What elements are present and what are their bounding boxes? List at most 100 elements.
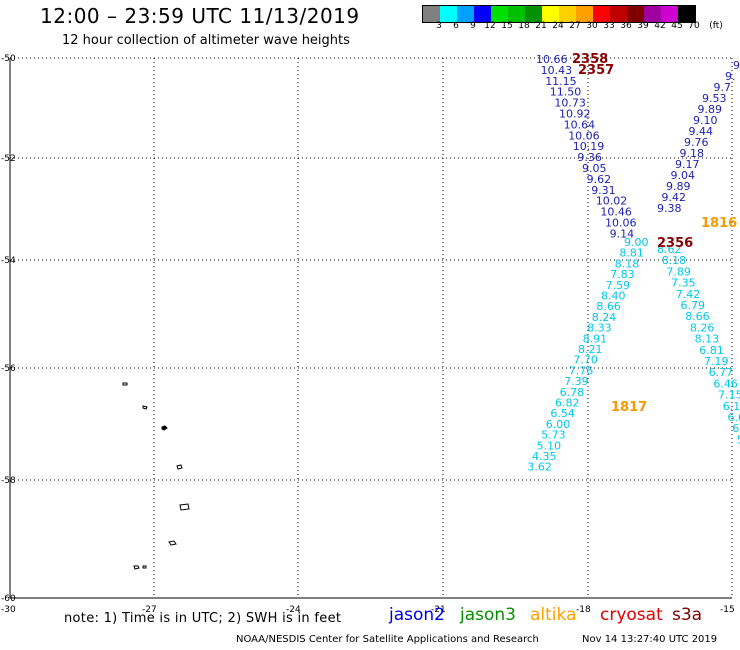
wave-height-label: 9.17 [675, 158, 700, 171]
wave-height-label: 9.36 [577, 151, 602, 164]
legend-swatch [491, 6, 508, 22]
wave-height-label: 9.76 [684, 136, 709, 149]
wave-height-label: 6.79 [681, 299, 706, 312]
legend-swatch [423, 6, 440, 22]
wave-height-label: 5.10 [537, 439, 562, 452]
longitude-tick-label: -27 [142, 605, 157, 615]
wave-height-label: 10.64 [564, 118, 596, 131]
longitude-tick-label: -21 [431, 605, 446, 615]
wave-height-label: 9.42 [662, 191, 687, 204]
legend-label: 45 [671, 21, 683, 31]
wave-height-label: 6.60 [728, 411, 740, 424]
wave-height-label: 9 [733, 59, 740, 72]
legend-swatch [508, 6, 525, 22]
island [142, 405, 148, 410]
legend-label: 27 [569, 21, 581, 31]
satellite-legend-jason2: jason2 [389, 605, 445, 625]
credit-text: NOAA/NESDIS Center for Satellite Applica… [236, 634, 539, 645]
pass-time-label: 2358 [572, 52, 608, 67]
pass-time-label: 2356 [657, 236, 693, 251]
wave-height-label: 6.82 [555, 397, 580, 410]
legend-label: 18 [518, 21, 530, 31]
wave-height-label: 9.10 [693, 114, 718, 127]
legend-swatch [593, 6, 610, 22]
map-grid: -50 -52 -54 -56 -58 -60-30 -27 -24 -21 -18 -15 [1, 54, 735, 615]
wave-height-label: 6.46 [713, 377, 738, 390]
legend-label: 21 [535, 21, 547, 31]
satellite-legend-altika: altika [530, 605, 577, 625]
wave-height-label: 8.62 [657, 243, 682, 256]
legend-label: 9 [470, 21, 476, 31]
legend-swatch [644, 6, 661, 22]
wave-height-label: 10.06 [568, 129, 600, 142]
legend-label: 39 [637, 21, 649, 31]
wave-height-label: 10.06 [605, 217, 637, 230]
longitude-tick-label: -15 [720, 605, 735, 615]
wave-height-label: 8.66 [685, 310, 710, 323]
longitude-tick-label: -18 [576, 605, 591, 615]
legend-label: 30 [586, 21, 598, 31]
wave-height-label: 9.38 [657, 202, 682, 215]
latitude-tick-label: -58 [1, 476, 16, 486]
island [142, 565, 147, 569]
wave-height-label: 7.59 [606, 279, 631, 292]
legend-swatch [525, 6, 542, 22]
wave-height-label: 10.66 [536, 53, 568, 66]
pass-time-label: 1816 [701, 216, 737, 231]
wave-height-label: 9.00 [624, 236, 649, 249]
wave-height-label: 5 [737, 433, 740, 446]
wave-height-label: 9.31 [591, 184, 616, 197]
wave-height-label: 10.02 [596, 195, 628, 208]
wave-height-label: 9.7 [714, 81, 732, 94]
satellite-legend-s3a: s3a [672, 605, 703, 625]
wave-height-label: 10.92 [559, 108, 591, 121]
latitude-tick-label: -54 [1, 256, 16, 266]
wave-height-label: 10.46 [600, 206, 632, 219]
wave-height-label: 8.40 [601, 290, 626, 303]
wave-height-label: 11.50 [550, 86, 582, 99]
latitude-tick-label: -50 [1, 54, 16, 64]
island [176, 464, 183, 470]
map-subtitle: 12 hour collection of altimeter wave hei… [62, 33, 350, 48]
wave-height-label: 7.39 [564, 375, 589, 388]
wave-height-label: 6.78 [560, 386, 585, 399]
wave-height-label: 7.19 [704, 355, 729, 368]
wave-height-label: 9.18 [680, 147, 705, 160]
legend-label: 70 [688, 21, 700, 31]
legend-swatch [661, 6, 678, 22]
legend-label: 42 [654, 21, 666, 31]
wave-height-label: 9.44 [689, 125, 714, 138]
legend-swatch [559, 6, 576, 22]
wave-height-label: 6.77 [709, 366, 734, 379]
wave-height-label: 10.43 [541, 64, 573, 77]
longitude-tick-label: -30 [1, 605, 16, 615]
wave-height-label: 7.83 [610, 268, 635, 281]
satellite-legend-cryosat: cryosat [600, 605, 663, 625]
wave-height-label: 9.05 [582, 162, 607, 175]
legend-label: 6 [453, 21, 459, 31]
legend-swatch [678, 6, 695, 22]
legend-swatch [474, 6, 491, 22]
satellite-legend-jason3: jason3 [460, 605, 516, 625]
wave-height-label: 9.14 [610, 227, 635, 240]
color-legend [422, 5, 696, 23]
wave-height-label: 10.19 [573, 140, 605, 153]
wave-height-label: 7.15 [718, 389, 740, 402]
wave-height-label: 6.00 [546, 418, 571, 431]
wave-height-label: 7.35 [671, 277, 696, 290]
wave-height-label: 8.26 [690, 321, 715, 334]
wave-height-label: 3.62 [527, 461, 552, 474]
wave-height-label: 8.18 [662, 254, 687, 267]
wave-height-label: 9.89 [698, 103, 723, 116]
wave-height-label: 9.53 [702, 92, 727, 105]
wave-height-label: 7.89 [666, 265, 691, 278]
wave-height-label: 9.04 [671, 169, 696, 182]
map-title: 12:00 – 23:59 UTC 11/13/2019 [40, 4, 360, 28]
wave-height-label: 6.81 [699, 344, 724, 357]
legend-label: 3 [436, 21, 442, 31]
wave-height-label: 8.66 [596, 300, 621, 313]
wave-height-label: 8.13 [695, 333, 720, 346]
footer-note: note: 1) Time is in UTC; 2) SWH is in fe… [64, 611, 342, 626]
legend-swatch [440, 6, 457, 22]
island [133, 565, 140, 570]
